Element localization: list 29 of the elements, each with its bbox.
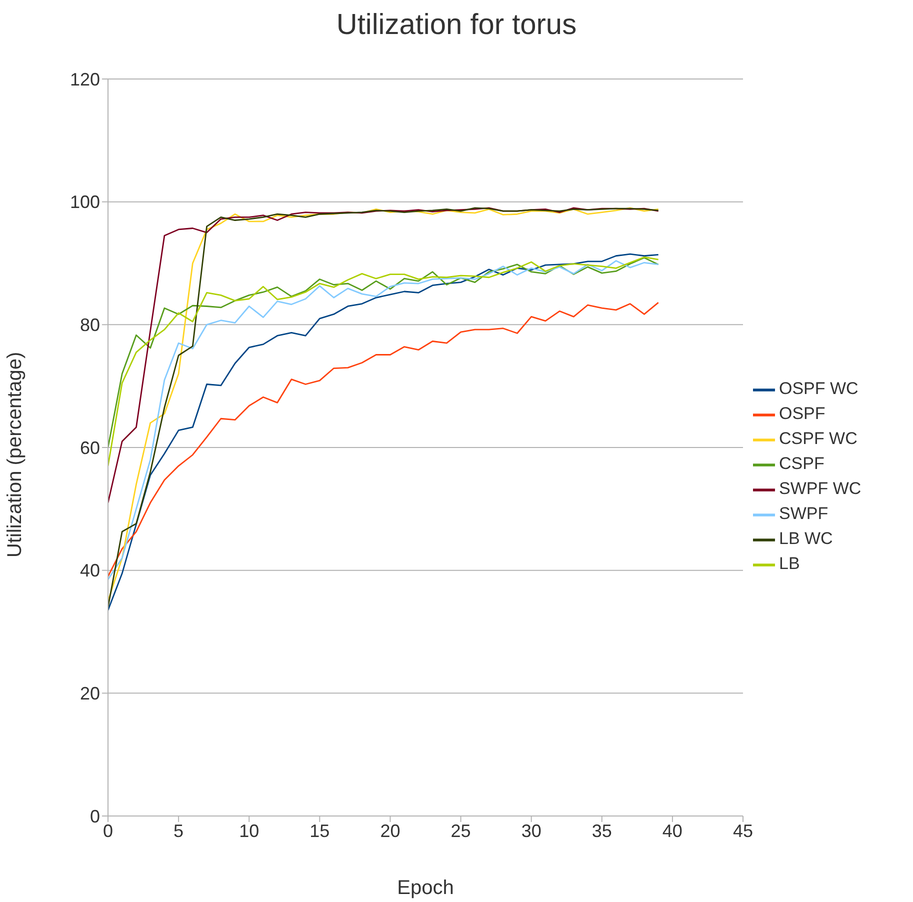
- legend-label: SWPF WC: [779, 479, 862, 498]
- x-tick-label: 15: [310, 820, 330, 841]
- x-tick-label: 5: [174, 820, 184, 841]
- y-tick-label: 60: [80, 438, 100, 458]
- legend-label: LB: [779, 554, 800, 573]
- x-tick-label: 10: [239, 820, 260, 841]
- legend-label: OSPF: [779, 404, 826, 423]
- legend-label: CSPF: [779, 454, 824, 473]
- x-tick-label: 20: [380, 820, 400, 841]
- y-axis-title: Utilization (percentage): [4, 352, 26, 558]
- legend-label: CSPF WC: [779, 429, 858, 448]
- y-tick-label: 120: [70, 69, 100, 90]
- legend-label: OSPF WC: [779, 379, 858, 398]
- legend-label: LB WC: [779, 529, 833, 548]
- x-tick-label: 0: [102, 820, 114, 841]
- chart-title: Utilization for torus: [335, 8, 578, 43]
- x-tick-label: 30: [521, 820, 542, 841]
- y-tick-label: 100: [70, 192, 100, 212]
- y-tick-label: 40: [80, 560, 100, 581]
- line-series: [108, 207, 660, 504]
- x-tick-label: 25: [450, 820, 471, 841]
- legend-label: SWPF: [779, 504, 828, 523]
- x-tick-label: 45: [732, 820, 754, 841]
- x-tick-label: 35: [592, 820, 612, 841]
- x-tick-label: 40: [662, 820, 682, 841]
- y-tick-label: 0: [90, 806, 100, 826]
- y-tick-label: 80: [80, 315, 100, 336]
- y-tick-label: 20: [80, 684, 100, 704]
- x-axis-title: Epoch: [397, 877, 454, 899]
